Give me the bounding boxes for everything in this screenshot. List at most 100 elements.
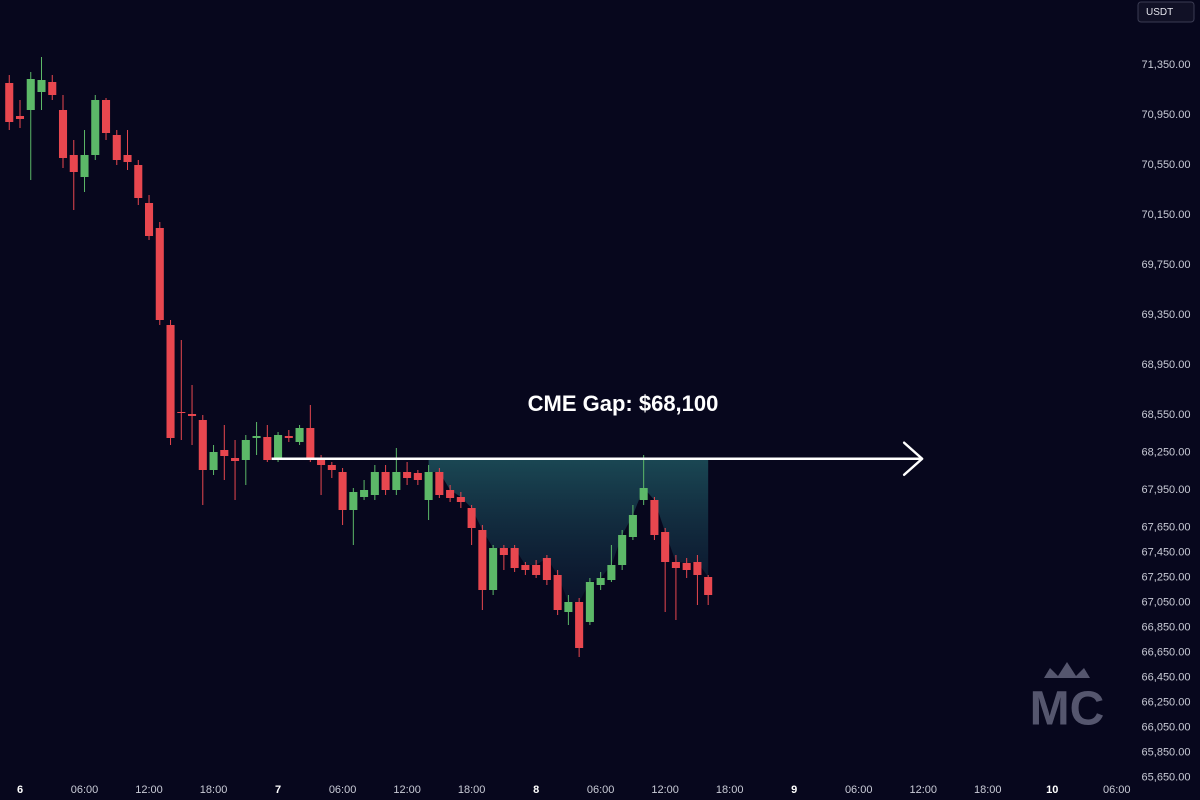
candle-body (575, 602, 584, 648)
y-tick-label: 68,250.00 (1142, 446, 1191, 458)
candle-body (435, 472, 444, 495)
gap-fill (428, 458, 709, 602)
candle-body (306, 428, 315, 460)
y-tick-label: 68,550.00 (1142, 409, 1191, 421)
candle-body (58, 110, 68, 158)
candle-body (101, 100, 111, 133)
candle-body (542, 558, 551, 580)
candle-body (69, 155, 78, 172)
candle-body (26, 79, 35, 110)
candle-body (198, 420, 207, 470)
candle-body (241, 440, 250, 460)
candle-body (145, 203, 154, 236)
candle-body (392, 472, 401, 490)
y-tick-label: 66,850.00 (1142, 621, 1191, 633)
gap-arrowhead (902, 441, 924, 476)
candle-body (499, 548, 508, 555)
y-tick-label: 67,650.00 (1142, 521, 1191, 533)
candle-body (456, 497, 465, 502)
y-tick-label: 67,450.00 (1142, 546, 1191, 558)
candle-body (134, 165, 143, 198)
candle-body (403, 472, 412, 478)
x-tick-label: 12:00 (909, 784, 937, 796)
candle-body (564, 602, 573, 612)
overlay: 71,350.00 70,950.00 70,550.00 70,150.00 69,7… (17, 59, 1191, 796)
y-tick-label: 66,450.00 (1142, 671, 1191, 683)
candle-body (467, 508, 476, 528)
candle-body (693, 562, 702, 575)
candle-body (682, 563, 691, 570)
x-tick-label: 06:00 (71, 784, 99, 796)
y-tick-label: 69,350.00 (1142, 309, 1191, 321)
candles (5, 57, 713, 657)
candle-body (284, 436, 293, 438)
candle-body (327, 465, 336, 470)
y-tick-label: 69,750.00 (1142, 259, 1191, 271)
y-tick-label: 66,650.00 (1142, 646, 1191, 658)
candle-body (112, 135, 121, 160)
candle-body (628, 515, 637, 537)
candle-body (553, 575, 562, 610)
candle-body (15, 116, 25, 119)
candle-body (177, 412, 186, 413)
candle-body (220, 450, 229, 456)
candle-body (188, 414, 197, 416)
candle-body (48, 82, 57, 95)
candle-body (661, 532, 670, 562)
candle-body (413, 473, 422, 480)
x-tick-label: 12:00 (393, 784, 421, 796)
gap-fill-layer (428, 458, 709, 602)
candle-body (489, 548, 498, 590)
candle-body (521, 565, 530, 570)
y-tick-label: 66,050.00 (1142, 721, 1191, 733)
y-tick-label: 68,950.00 (1142, 359, 1191, 371)
candle-body (618, 535, 627, 565)
candle-body (338, 472, 347, 510)
candle-body (317, 458, 326, 465)
y-tick-label: 66,250.00 (1142, 696, 1191, 708)
candle-body (80, 155, 89, 177)
x-tick-label: 10 (1046, 784, 1058, 796)
candle-body (704, 577, 713, 595)
candle-body (424, 472, 433, 500)
y-tick-label: 67,050.00 (1142, 596, 1191, 608)
y-tick-label: 67,950.00 (1142, 484, 1191, 496)
x-tick-label: 18:00 (716, 784, 744, 796)
x-tick-label: 06:00 (587, 784, 615, 796)
candle-body (37, 80, 46, 92)
candle-body (274, 435, 283, 460)
candle-body (532, 565, 541, 575)
x-tick-label: 18:00 (974, 784, 1002, 796)
candle-body (510, 548, 519, 568)
unit-label: USDT (1146, 7, 1173, 18)
watermark-crown (1044, 662, 1090, 678)
x-tick-label: 6 (17, 784, 23, 796)
candle-body (639, 488, 648, 500)
candle-body (123, 155, 132, 162)
candle-body (671, 562, 680, 568)
candle-body (596, 578, 605, 585)
y-tick-label: 70,550.00 (1142, 159, 1191, 171)
x-tick-label: 9 (791, 784, 797, 796)
y-tick-label: 65,850.00 (1142, 746, 1191, 758)
x-tick-label: 06:00 (329, 784, 357, 796)
x-tick-label: 12:00 (651, 784, 679, 796)
y-tick-label: 70,150.00 (1142, 209, 1191, 221)
y-tick-label: 67,250.00 (1142, 571, 1191, 583)
candle-body (295, 428, 304, 442)
unit-box (1137, 1, 1195, 23)
candle-body (446, 490, 455, 498)
x-tick-label: 06:00 (1103, 784, 1131, 796)
watermark: MC (1030, 683, 1105, 736)
candle-body (360, 490, 369, 497)
candle-body (263, 437, 272, 460)
candle-body (650, 500, 659, 535)
candle-body (349, 492, 358, 510)
y-tick-label: 70,950.00 (1142, 109, 1191, 121)
x-tick-label: 7 (275, 784, 281, 796)
x-tick-label: 8 (533, 784, 539, 796)
candle-body (91, 100, 100, 155)
x-tick-label: 06:00 (845, 784, 873, 796)
